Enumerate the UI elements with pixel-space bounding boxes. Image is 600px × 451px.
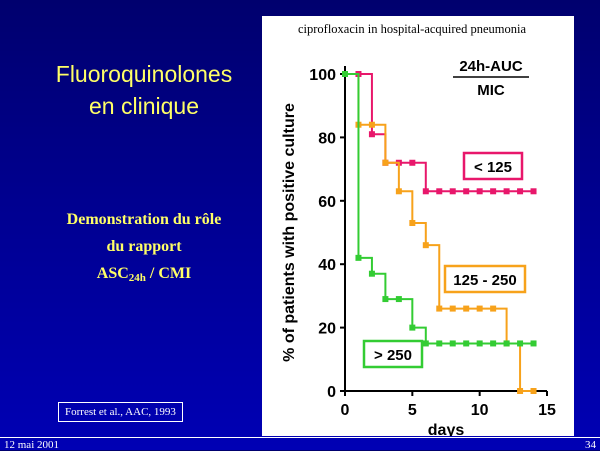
data-point-below-125 xyxy=(449,188,456,195)
y-axis-title: % of patients with positive culture xyxy=(281,103,298,362)
subtitle-ratio-suffix: / CMI xyxy=(145,265,192,282)
data-point-below-125 xyxy=(517,188,524,195)
data-point-above-250 xyxy=(490,340,497,347)
data-point-125-to-250 xyxy=(463,305,470,312)
subtitle-ratio-prefix: ASC xyxy=(96,265,129,282)
data-point-125-to-250 xyxy=(368,121,375,128)
legend-title-line2: MIC xyxy=(477,82,505,99)
data-point-below-125 xyxy=(530,188,537,195)
subtitle-ratio-subscript: 24h xyxy=(128,272,146,284)
x-tick-label: 15 xyxy=(538,402,556,419)
series-label-125-to-250: 125 - 250 xyxy=(453,272,516,289)
subtitle-line1: Demonstration du rôle xyxy=(66,211,222,228)
x-axis-title: days xyxy=(428,422,465,436)
slide-title: Fluoroquinolones en clinique xyxy=(20,58,268,122)
slide-subtitle: Demonstration du rôle du rapport ASC24h … xyxy=(20,206,268,292)
series-label-below-125: < 125 xyxy=(474,159,512,176)
subtitle-ratio: ASC24h / CMI xyxy=(20,260,268,292)
footer-page-number: 34 xyxy=(585,439,596,451)
y-tick-label: 100 xyxy=(309,67,336,84)
data-point-below-125 xyxy=(436,188,443,195)
data-point-below-125 xyxy=(476,188,483,195)
data-point-125-to-250 xyxy=(436,305,443,312)
data-point-above-250 xyxy=(409,324,416,331)
data-point-above-250 xyxy=(463,340,470,347)
x-tick-label: 5 xyxy=(408,402,417,419)
data-point-125-to-250 xyxy=(476,305,483,312)
legend-header: 24h-AUC MIC xyxy=(453,58,529,99)
data-point-above-250 xyxy=(395,296,402,303)
chart-panel: ciprofloxacin in hospital-acquired pneum… xyxy=(262,16,574,436)
data-point-125-to-250 xyxy=(449,305,456,312)
data-point-125-to-250 xyxy=(395,188,402,195)
chart-title: ciprofloxacin in hospital-acquired pneum… xyxy=(298,22,527,36)
y-tick-label: 60 xyxy=(318,194,336,211)
reference-box: Forrest et al., AAC, 1993 xyxy=(58,402,183,422)
data-point-125-to-250 xyxy=(409,219,416,226)
data-point-125-to-250 xyxy=(382,159,389,166)
y-tick-label: 80 xyxy=(318,130,336,147)
data-point-below-125 xyxy=(503,188,510,195)
subtitle-line2: du rapport xyxy=(106,238,182,255)
y-tick-label: 20 xyxy=(318,321,336,338)
series-label-above-250: > 250 xyxy=(374,347,412,364)
data-point-above-250 xyxy=(382,296,389,303)
data-point-above-250 xyxy=(449,340,456,347)
data-point-below-125 xyxy=(368,131,375,138)
series-label-box-125-to-250 xyxy=(443,264,527,294)
data-point-below-125 xyxy=(409,159,416,166)
y-tick-label: 0 xyxy=(327,384,336,401)
data-point-125-to-250 xyxy=(422,242,429,249)
data-point-above-250 xyxy=(355,254,362,261)
line-chart: ciprofloxacin in hospital-acquired pneum… xyxy=(281,22,556,436)
slide-title-line2: en clinique xyxy=(89,93,199,119)
chart-axes: 0 20 40 60 80 100 0 5 10 15 days % of patients with… xyxy=(281,66,556,436)
data-point-above-250 xyxy=(517,340,524,347)
data-point-above-250 xyxy=(436,340,443,347)
data-point-125-to-250 xyxy=(517,388,524,394)
data-point-below-125 xyxy=(490,188,497,195)
y-tick-label: 40 xyxy=(318,257,336,274)
data-point-above-250 xyxy=(530,340,537,347)
series-layer xyxy=(342,71,537,394)
data-point-above-250 xyxy=(422,340,429,347)
slide-title-line1: Fluoroquinolones xyxy=(55,61,233,87)
data-point-below-125 xyxy=(422,188,429,195)
series-label-box-below-125 xyxy=(462,151,524,181)
footer-divider xyxy=(0,437,600,438)
footer-date: 12 mai 2001 xyxy=(4,439,59,451)
series-label-box-above-250 xyxy=(362,339,424,369)
series-labels: < 125 125 - 250 > 250 xyxy=(362,151,527,369)
x-tick-label: 0 xyxy=(341,402,350,419)
data-point-125-to-250 xyxy=(530,388,537,394)
data-point-above-250 xyxy=(476,340,483,347)
data-point-above-250 xyxy=(503,340,510,347)
data-point-above-250 xyxy=(368,270,375,277)
data-point-below-125 xyxy=(463,188,470,195)
data-point-125-to-250 xyxy=(490,305,497,312)
legend-title-line1: 24h-AUC xyxy=(459,58,523,75)
data-point-above-250 xyxy=(342,71,348,77)
x-tick-label: 10 xyxy=(471,402,489,419)
